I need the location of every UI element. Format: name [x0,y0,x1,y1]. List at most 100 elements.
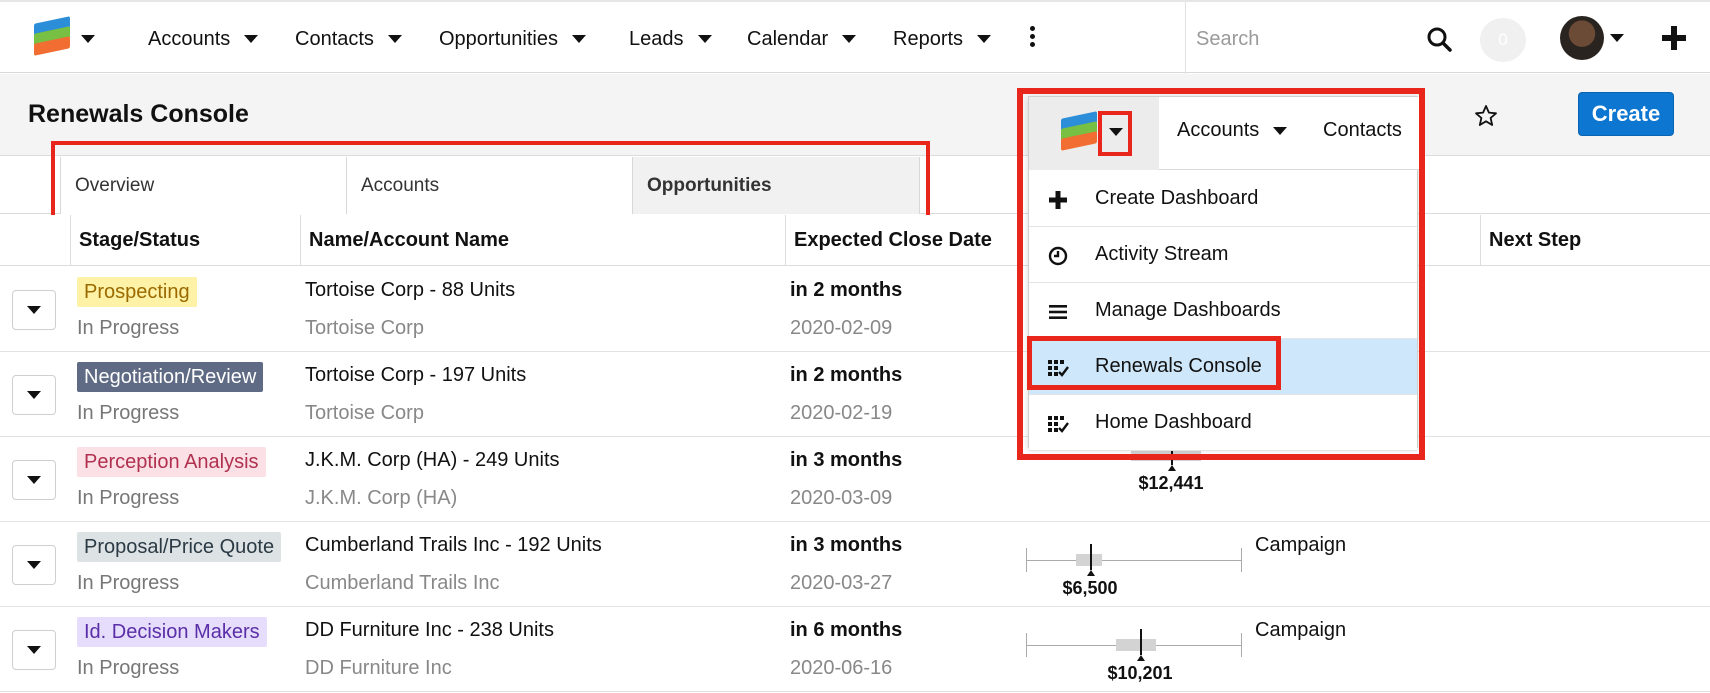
status-text: In Progress [77,402,180,424]
user-avatar[interactable] [1560,16,1604,60]
menu-toggle-annotation-highlight [1098,111,1132,156]
opportunity-name-link[interactable]: J.K.M. Corp (HA) - 249 Units [305,449,560,471]
chevron-down-icon [1109,128,1123,136]
notification-badge[interactable]: 0 [1480,18,1526,62]
search-area [1185,2,1685,75]
close-date-relative: in 3 months [790,534,903,556]
range-band [1116,639,1156,651]
quick-create-plus-icon[interactable] [1660,24,1688,52]
nav-item-leads[interactable]: Leads [629,24,712,54]
chevron-down-icon [27,391,41,399]
create-button[interactable]: Create [1578,92,1674,136]
dashboard-icon [1047,357,1069,379]
table-row[interactable]: Perception Analysis In Progress J.K.M. C… [0,437,1710,522]
row-actions-button[interactable] [12,460,56,500]
opportunity-name-link[interactable]: Tortoise Corp - 88 Units [305,279,516,301]
chevron-down-icon[interactable] [697,35,712,43]
close-date-relative: in 3 months [790,449,903,471]
tab-overview[interactable]: Overview [60,157,347,214]
more-menu-icon[interactable] [1030,26,1036,52]
chevron-down-icon[interactable] [842,35,857,43]
chevron-down-icon[interactable] [387,35,402,43]
menu-item-manage-dashboards[interactable]: Manage Dashboards [1029,283,1417,339]
list-icon [1047,301,1069,323]
status-text: In Progress [77,572,180,594]
opportunity-name-link[interactable]: Cumberland Trails Inc - 192 Units [305,534,602,556]
row-actions-button[interactable] [12,545,56,585]
nav-item-label: Reports [893,27,964,50]
column-header-stage-status[interactable]: Stage/Status [70,215,300,266]
nav-item-contacts[interactable]: Contacts [295,24,402,54]
column-header-name-account[interactable]: Name/Account Name [300,215,785,266]
amount-value: $10,201 [1107,663,1173,683]
chevron-down-icon [27,646,41,654]
dashboard-menu-toggle[interactable] [1099,113,1133,151]
stage-badge: Proposal/Price Quote [77,532,282,562]
nav-item-accounts[interactable]: Accounts [148,24,259,54]
menu-item-home-dashboard[interactable]: Home Dashboard [1029,395,1417,451]
menu-item-label: Manage Dashboards [1095,299,1281,321]
app-menu-chevron-down-icon[interactable] [81,35,95,43]
search-input[interactable] [1196,22,1416,56]
app-logo-icon[interactable] [34,16,70,58]
column-header-next-step[interactable]: Next Step [1480,215,1710,266]
tab-opportunities[interactable]: Opportunities [633,157,920,214]
nav-item-reports[interactable]: Reports [893,24,992,54]
chevron-down-icon[interactable] [977,35,992,43]
range-band [1076,554,1102,566]
forecast-range-chart: $12,441 [1026,447,1242,521]
range-cap [1026,548,1027,572]
account-name-link[interactable]: Tortoise Corp [305,317,424,339]
clock-icon [1047,245,1069,267]
chevron-down-icon[interactable] [571,35,586,43]
opportunity-name-link[interactable]: DD Furniture Inc - 238 Units [305,619,554,641]
column-header-expected-close[interactable]: Expected Close Date [785,215,1085,266]
menu-annotation-highlight [1017,88,1425,460]
search-icon[interactable] [1426,26,1452,52]
stage-badge: Prospecting [77,277,197,307]
chevron-down-icon[interactable] [244,35,259,43]
range-cap [1241,633,1242,657]
renewals-console-annotation-highlight [1027,336,1281,390]
nav-item-label: Leads [629,27,684,50]
table-row[interactable]: Id. Decision Makers In Progress DD Furni… [0,607,1710,692]
chevron-down-icon [27,306,41,314]
nav-item-opportunities[interactable]: Opportunities [439,24,586,54]
menu-item-create-dashboard[interactable]: Create Dashboard [1029,171,1417,227]
row-actions-button[interactable] [12,630,56,670]
user-menu-chevron-down-icon[interactable] [1610,34,1624,42]
menu-item-label: Renewals Console [1095,355,1262,377]
menu-item-label: Create Dashboard [1095,187,1259,209]
tabs-annotation-highlight [51,141,930,221]
menu-item-label: Activity Stream [1095,243,1229,265]
menu-nav-item-contacts[interactable]: Contacts [1323,119,1402,142]
range-pointer [1168,465,1176,471]
account-name-link[interactable]: Tortoise Corp [305,402,424,424]
account-name-link[interactable]: J.K.M. Corp (HA) [305,487,458,509]
account-name-link[interactable]: DD Furniture Inc [305,657,452,679]
range-cap [1026,633,1027,657]
table-row[interactable]: Prospecting In Progress Tortoise Corp - … [0,267,1710,352]
table-row[interactable]: Negotiation/Review In Progress Tortoise … [0,352,1710,437]
nav-item-calendar[interactable]: Calendar [747,24,857,54]
menu-item-label: Home Dashboard [1095,411,1252,433]
nav-item-label: Accounts [148,27,231,50]
account-name-link[interactable]: Cumberland Trails Inc [305,572,500,594]
plus-icon [1047,189,1069,211]
row-actions-button[interactable] [12,375,56,415]
stage-badge: Perception Analysis [77,447,266,477]
menu-item-activity-stream[interactable]: Activity Stream [1029,227,1417,283]
table-row[interactable]: Proposal/Price Quote In Progress Cumberl… [0,522,1710,607]
chevron-down-icon[interactable] [1273,126,1288,135]
favorite-star-icon[interactable] [1474,104,1498,128]
range-rail [1026,560,1242,561]
menu-nav-item-accounts[interactable]: Accounts [1177,119,1288,142]
close-date-relative: in 6 months [790,619,903,641]
row-actions-button[interactable] [12,290,56,330]
opportunity-name-link[interactable]: Tortoise Corp - 197 Units [305,364,527,386]
close-date-relative: in 2 months [790,364,903,386]
tab-accounts[interactable]: Accounts [347,157,633,214]
dashboard-icon [1047,413,1069,435]
nav-item-label: Opportunities [439,27,558,50]
forecast-range-chart: $10,201 [1026,621,1242,691]
